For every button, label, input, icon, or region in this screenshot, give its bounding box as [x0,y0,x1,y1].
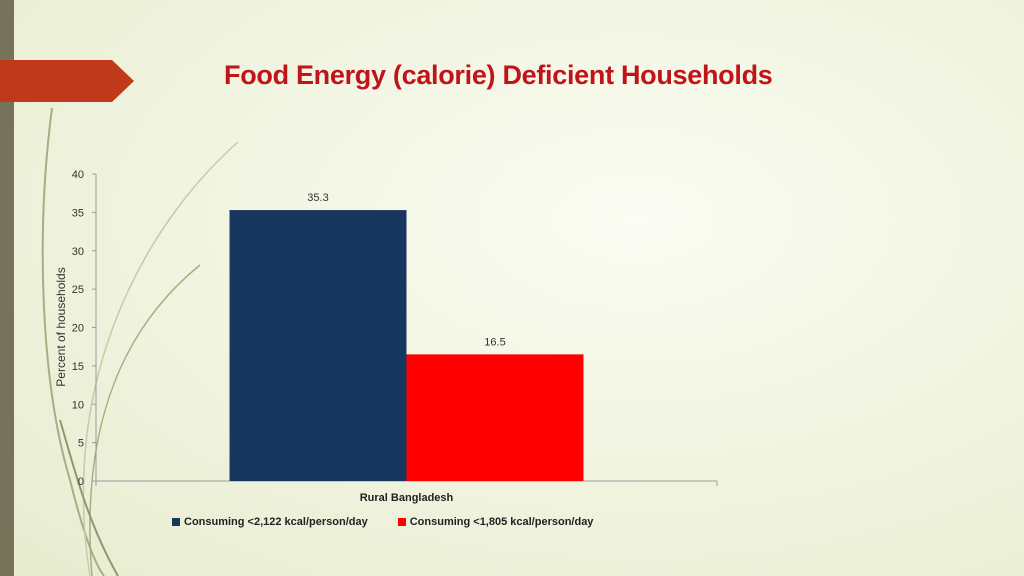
y-tick-label: 25 [72,284,84,296]
bars: 35.3 16.5 [229,192,584,481]
legend-swatch [397,518,406,526]
y-tick-label: 40 [72,169,84,181]
bar [406,354,584,481]
legend-item: Consuming <1,805 kcal/person/day [397,516,594,528]
legend-label: Consuming <2,122 kcal/person/day [184,516,368,528]
page-title: Food Energy (calorie) Deficient Househol… [224,60,773,90]
y-tick-label: 5 [78,438,84,450]
y-tick-label: 0 [78,476,84,488]
data-label: 16.5 [484,336,505,348]
y-axis: 0 5 10 15 20 25 30 35 40 [72,169,97,488]
y-tick-label: 15 [72,361,84,373]
x-category-label: Rural Bangladesh [360,492,454,504]
y-tick-label: 35 [72,207,84,219]
slide-left-bar [0,0,14,576]
legend: Consuming <2,122 kcal/person/day Consumin… [172,516,593,528]
bar [229,210,407,481]
y-tick-label: 20 [72,323,84,335]
x-axis: Rural Bangladesh [95,480,718,504]
title-accent-arrow [0,60,134,102]
legend-label: Consuming <1,805 kcal/person/day [409,516,594,528]
legend-swatch [172,518,180,526]
y-tick-label: 10 [72,399,84,411]
data-label: 35.3 [307,192,328,204]
y-tick-label: 30 [72,246,84,258]
legend-item: Consuming <2,122 kcal/person/day [172,516,368,528]
y-axis-label: Percent of households [54,267,68,386]
